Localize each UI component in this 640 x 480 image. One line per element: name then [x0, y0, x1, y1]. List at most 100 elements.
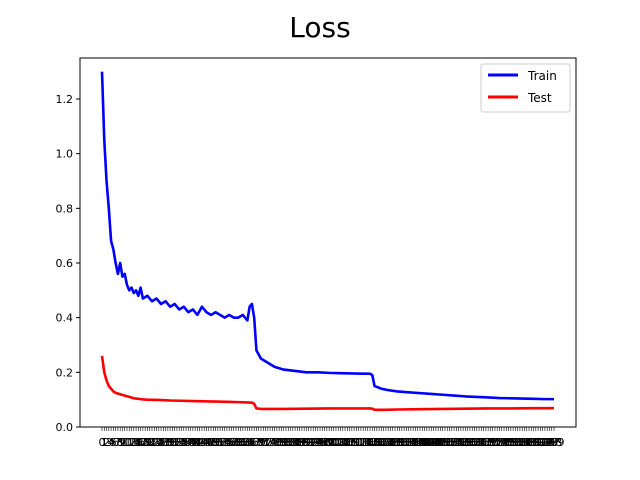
x-tick-label: 176 [491, 436, 512, 449]
x-tick-label: 12 [122, 436, 136, 449]
x-tick-label: 46 [199, 436, 213, 449]
x-tick-label: 99 [320, 436, 334, 449]
x-tick-label: 45 [197, 436, 211, 449]
x-tick-label: 111 [344, 436, 365, 449]
x-tick-label: 95 [311, 436, 325, 449]
x-tick-label: 25 [152, 436, 166, 449]
x-tick-label: 159 [453, 436, 474, 449]
x-tick-label: 63 [238, 436, 252, 449]
x-tick-label: 3 [105, 436, 112, 449]
x-tick-label: 113 [348, 436, 369, 449]
x-tick-label: 66 [245, 436, 259, 449]
y-tick-label: 1.2 [56, 93, 74, 106]
series-layer [100, 71, 554, 412]
x-tick-label: 83 [284, 436, 298, 449]
x-tick-label: 126 [378, 436, 399, 449]
x-tick-label: 40 [186, 436, 200, 449]
x-tick-label: 48 [204, 436, 218, 449]
x-tick-label: 24 [150, 436, 164, 449]
x-tick-label: 60 [231, 436, 245, 449]
x-tick-label: 85 [288, 436, 302, 449]
x-tick-label: 43 [193, 436, 207, 449]
x-tick-label: 73 [261, 436, 275, 449]
x-tick-label: 128 [382, 436, 403, 449]
x-tick-label: 58 [227, 436, 241, 449]
x-tick-label: 154 [441, 436, 462, 449]
x-tick-label: 97 [315, 436, 329, 449]
x-tick-label: 196 [537, 436, 558, 449]
x-tick-label: 31 [165, 436, 179, 449]
plot-area [79, 57, 577, 428]
x-tick-label: 151 [434, 436, 455, 449]
x-tick-label: 135 [398, 436, 419, 449]
x-tick-label: 180 [500, 436, 521, 449]
x-tick-label: 62 [236, 436, 250, 449]
x-tick-label: 17 [134, 436, 148, 449]
x-tick-label: 13 [125, 436, 139, 449]
x-tick-label: 57 [224, 436, 238, 449]
x-tick-label: 59 [229, 436, 243, 449]
y-tick-label: 1.0 [56, 148, 74, 161]
x-tick-label: 132 [391, 436, 412, 449]
x-tick-label: 192 [528, 436, 549, 449]
x-tick-label: 18 [136, 436, 150, 449]
y-tick-label: 0.4 [56, 312, 74, 325]
x-tick-label: 19 [138, 436, 152, 449]
y-tick-label: 0.0 [56, 421, 74, 434]
x-tick-label: 93 [306, 436, 320, 449]
x-tick-label: 181 [503, 436, 524, 449]
x-tick-label: 30 [163, 436, 177, 449]
x-tick-label: 141 [412, 436, 433, 449]
x-tick-label: 11 [120, 436, 134, 449]
x-tick-label: 157 [448, 436, 469, 449]
x-tick-label: 189 [521, 436, 542, 449]
x-tick-label: 76 [268, 436, 282, 449]
x-axis: 0123456789101112131415161718192021222324… [99, 427, 565, 449]
x-tick-label: 72 [259, 436, 273, 449]
x-tick-label: 184 [509, 436, 530, 449]
x-tick-label: 84 [286, 436, 300, 449]
x-tick-label: 86 [290, 436, 304, 449]
x-tick-label: 179 [498, 436, 519, 449]
x-tick-label: 152 [437, 436, 458, 449]
x-tick-label: 67 [247, 436, 261, 449]
x-tick-label: 7 [114, 436, 121, 449]
x-tick-label: 4 [108, 436, 115, 449]
x-tick-label: 64 [240, 436, 254, 449]
x-tick-label: 32 [168, 436, 182, 449]
x-tick-label: 50 [209, 436, 223, 449]
x-tick-label: 103 [325, 436, 346, 449]
x-tick-label: 178 [496, 436, 517, 449]
x-tick-label: 155 [444, 436, 465, 449]
x-tick-label: 74 [263, 436, 277, 449]
x-tick-label: 35 [174, 436, 188, 449]
x-tick-label: 138 [405, 436, 426, 449]
chart-title: Loss [289, 11, 350, 44]
x-tick-label: 160 [455, 436, 476, 449]
x-tick-label: 147 [425, 436, 446, 449]
x-tick-label: 186 [514, 436, 535, 449]
x-tick-label: 77 [270, 436, 284, 449]
x-tick-label: 130 [387, 436, 408, 449]
x-tick-label: 71 [256, 436, 270, 449]
y-tick-label: 0.6 [56, 257, 74, 270]
x-tick-label: 123 [371, 436, 392, 449]
x-tick-label: 121 [366, 436, 387, 449]
x-tick-label: 170 [478, 436, 499, 449]
x-tick-label: 195 [534, 436, 555, 449]
x-tick-label: 140 [409, 436, 430, 449]
x-tick-label: 102 [323, 436, 344, 449]
x-tick-label: 129 [385, 436, 406, 449]
x-tick-label: 68 [249, 436, 263, 449]
x-tick-label: 133 [394, 436, 415, 449]
x-tick-label: 104 [328, 436, 349, 449]
x-tick-label: 54 [218, 436, 232, 449]
x-tick-label: 142 [414, 436, 435, 449]
x-tick-label: 107 [335, 436, 356, 449]
x-tick-label: 15 [129, 436, 143, 449]
x-tick-label: 29 [161, 436, 175, 449]
x-tick-label: 6 [112, 436, 119, 449]
x-tick-label: 134 [396, 436, 417, 449]
x-tick-label: 198 [541, 436, 562, 449]
